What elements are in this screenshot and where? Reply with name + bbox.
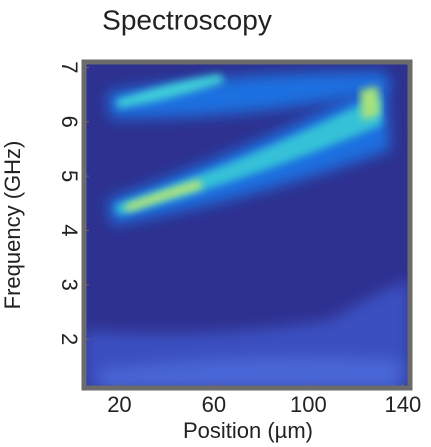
y-tick-label: 3 [57,279,82,291]
y-axis-label: Frequency (GHz) [0,141,25,310]
y-tick-label: 2 [57,333,82,345]
y-tick-label: 6 [57,116,82,128]
y-tick-label: 5 [57,170,82,182]
x-tick-label: 100 [290,392,327,417]
plot-frame [81,59,413,391]
chart-title: Spectroscopy [102,4,272,35]
x-tick-label: 20 [107,392,131,417]
y-tick-label: 7 [57,61,82,73]
x-tick-label: 60 [202,392,226,417]
heatmap-image [84,62,410,388]
x-axis-label: Position (µm) [183,418,313,443]
x-tick-label: 140 [385,392,422,417]
y-tick-label: 4 [57,224,82,236]
